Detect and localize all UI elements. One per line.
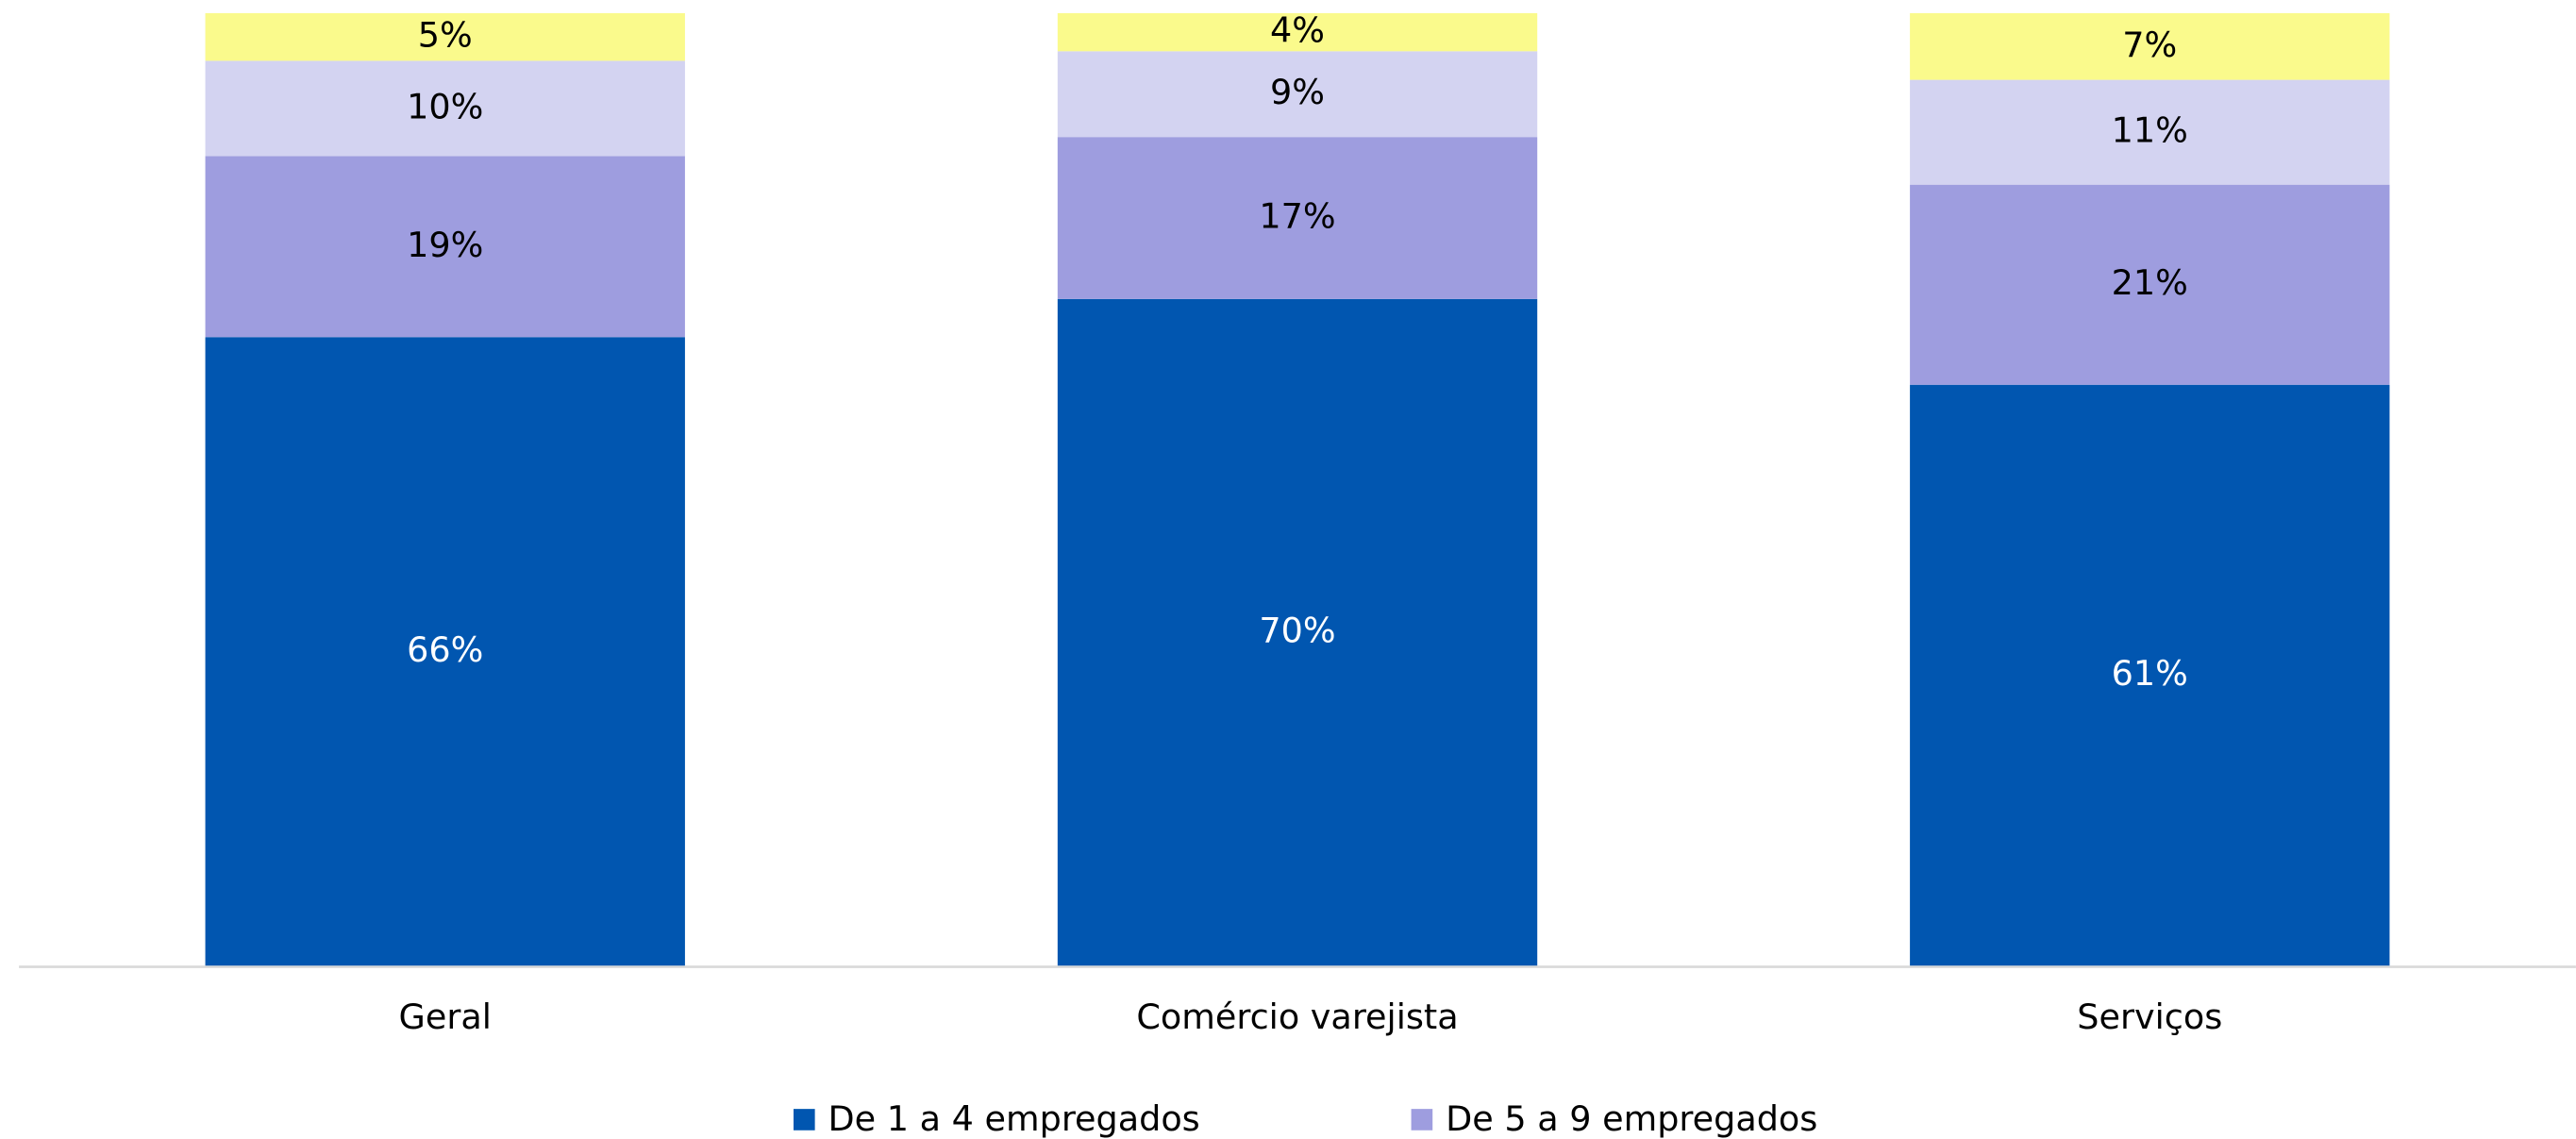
bar-segment [1910,12,2390,80]
bar-segment [205,156,685,338]
legend-label: De 5 a 9 empregados [1446,1098,1817,1139]
legend-swatch [1411,1109,1433,1131]
bar-segment [1057,137,1538,299]
x-tick-label: Geral [399,997,492,1037]
data-label: 11% [2112,110,2188,151]
data-label: 19% [407,225,483,265]
data-label: 61% [2112,653,2188,694]
data-label: 66% [407,629,483,670]
bar-segment [1910,384,2390,966]
data-label: 5% [418,15,473,56]
bar-segment [1057,12,1538,52]
x-tick-label: Serviços [2077,997,2222,1037]
bar-segment [1057,298,1538,966]
data-label: 70% [1259,611,1335,651]
bar-segment [1057,51,1538,138]
x-tick-label: Comércio varejista [1136,997,1458,1037]
legend-label: De 1 a 4 empregados [828,1098,1200,1139]
data-label: 10% [407,86,483,126]
data-label: 21% [2112,262,2188,303]
bar-segment [1910,184,2390,385]
data-label: 17% [1259,196,1335,237]
bar-segment [205,337,685,966]
bar-segment [205,12,685,61]
bar-segment [205,60,685,157]
legend-swatch [793,1109,815,1131]
data-label: 9% [1270,72,1325,112]
bar-segment [1910,79,2390,185]
data-label: 7% [2122,25,2177,65]
data-label: 4% [1270,10,1325,51]
